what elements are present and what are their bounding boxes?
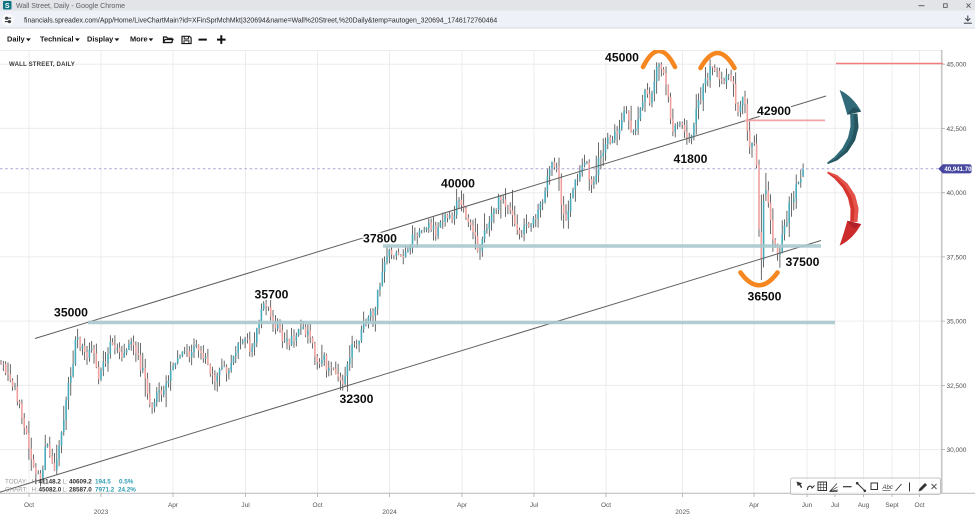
svg-text:L:: L: bbox=[63, 479, 69, 486]
svg-text:Oct: Oct bbox=[914, 502, 924, 509]
svg-text:Jul: Jul bbox=[241, 502, 250, 509]
svg-text:40000: 40000 bbox=[441, 177, 475, 191]
svg-text:40609.2: 40609.2 bbox=[69, 479, 92, 486]
svg-text:32,500: 32,500 bbox=[947, 383, 967, 390]
svg-text:More: More bbox=[130, 35, 148, 44]
svg-text:Technical: Technical bbox=[40, 35, 74, 44]
svg-text:Abc: Abc bbox=[882, 485, 893, 491]
svg-text:28587.0: 28587.0 bbox=[69, 487, 92, 494]
svg-text:24.2%: 24.2% bbox=[118, 487, 136, 494]
svg-text:H:: H: bbox=[32, 479, 39, 486]
svg-text:2023: 2023 bbox=[94, 509, 109, 515]
svg-text:35,000: 35,000 bbox=[947, 319, 967, 326]
svg-text:7971.2: 7971.2 bbox=[95, 487, 115, 494]
svg-text:Aug: Aug bbox=[858, 502, 870, 509]
svg-text:45082.0: 45082.0 bbox=[39, 487, 62, 494]
svg-text:2024: 2024 bbox=[382, 509, 397, 515]
svg-text:Wall Street, Daily - Google Ch: Wall Street, Daily - Google Chrome bbox=[16, 3, 125, 10]
svg-text:194.5: 194.5 bbox=[95, 479, 111, 486]
svg-text:45,000: 45,000 bbox=[947, 62, 967, 69]
svg-text:37,500: 37,500 bbox=[947, 254, 967, 261]
svg-text:35000: 35000 bbox=[54, 306, 88, 320]
svg-text:36500: 36500 bbox=[748, 290, 782, 304]
svg-text:Oct: Oct bbox=[601, 502, 611, 509]
svg-text:32300: 32300 bbox=[340, 392, 374, 406]
svg-text:40,000: 40,000 bbox=[947, 190, 967, 197]
svg-text:Apr: Apr bbox=[168, 502, 179, 509]
svg-text:Apr: Apr bbox=[457, 502, 468, 509]
svg-text:Daily: Daily bbox=[7, 35, 26, 44]
svg-text:Sept: Sept bbox=[885, 502, 899, 509]
svg-text:Oct: Oct bbox=[312, 502, 322, 509]
svg-text:CHART:: CHART: bbox=[5, 487, 28, 494]
svg-text:Oct: Oct bbox=[24, 502, 34, 509]
svg-text:S: S bbox=[5, 3, 10, 10]
svg-text:42900: 42900 bbox=[757, 104, 791, 118]
svg-text:Jul: Jul bbox=[831, 502, 840, 509]
svg-text:TODAY:: TODAY: bbox=[5, 479, 28, 486]
svg-text:35700: 35700 bbox=[255, 288, 289, 302]
svg-text:41148.2: 41148.2 bbox=[39, 479, 62, 486]
svg-text:financials.spreadex.com/App/Ho: financials.spreadex.com/App/Home/LiveCha… bbox=[24, 18, 497, 25]
svg-text:42,500: 42,500 bbox=[947, 126, 967, 133]
svg-text:40,941.70: 40,941.70 bbox=[944, 166, 972, 173]
svg-text:Jun: Jun bbox=[802, 502, 813, 509]
svg-text:H:: H: bbox=[32, 487, 39, 494]
svg-text:37500: 37500 bbox=[786, 255, 820, 269]
svg-text:45000: 45000 bbox=[605, 51, 639, 65]
svg-text:Apr: Apr bbox=[749, 502, 760, 509]
svg-text:0.5%: 0.5% bbox=[119, 479, 134, 486]
svg-text:Display: Display bbox=[87, 35, 114, 44]
svg-text:37800: 37800 bbox=[363, 232, 397, 246]
svg-text:41800: 41800 bbox=[674, 152, 708, 166]
svg-text:30,000: 30,000 bbox=[947, 447, 967, 454]
svg-text:Jul: Jul bbox=[530, 502, 539, 509]
svg-text:2025: 2025 bbox=[675, 509, 690, 515]
svg-text:L:: L: bbox=[63, 487, 69, 494]
svg-text:WALL STREET, DAILY: WALL STREET, DAILY bbox=[9, 61, 75, 68]
